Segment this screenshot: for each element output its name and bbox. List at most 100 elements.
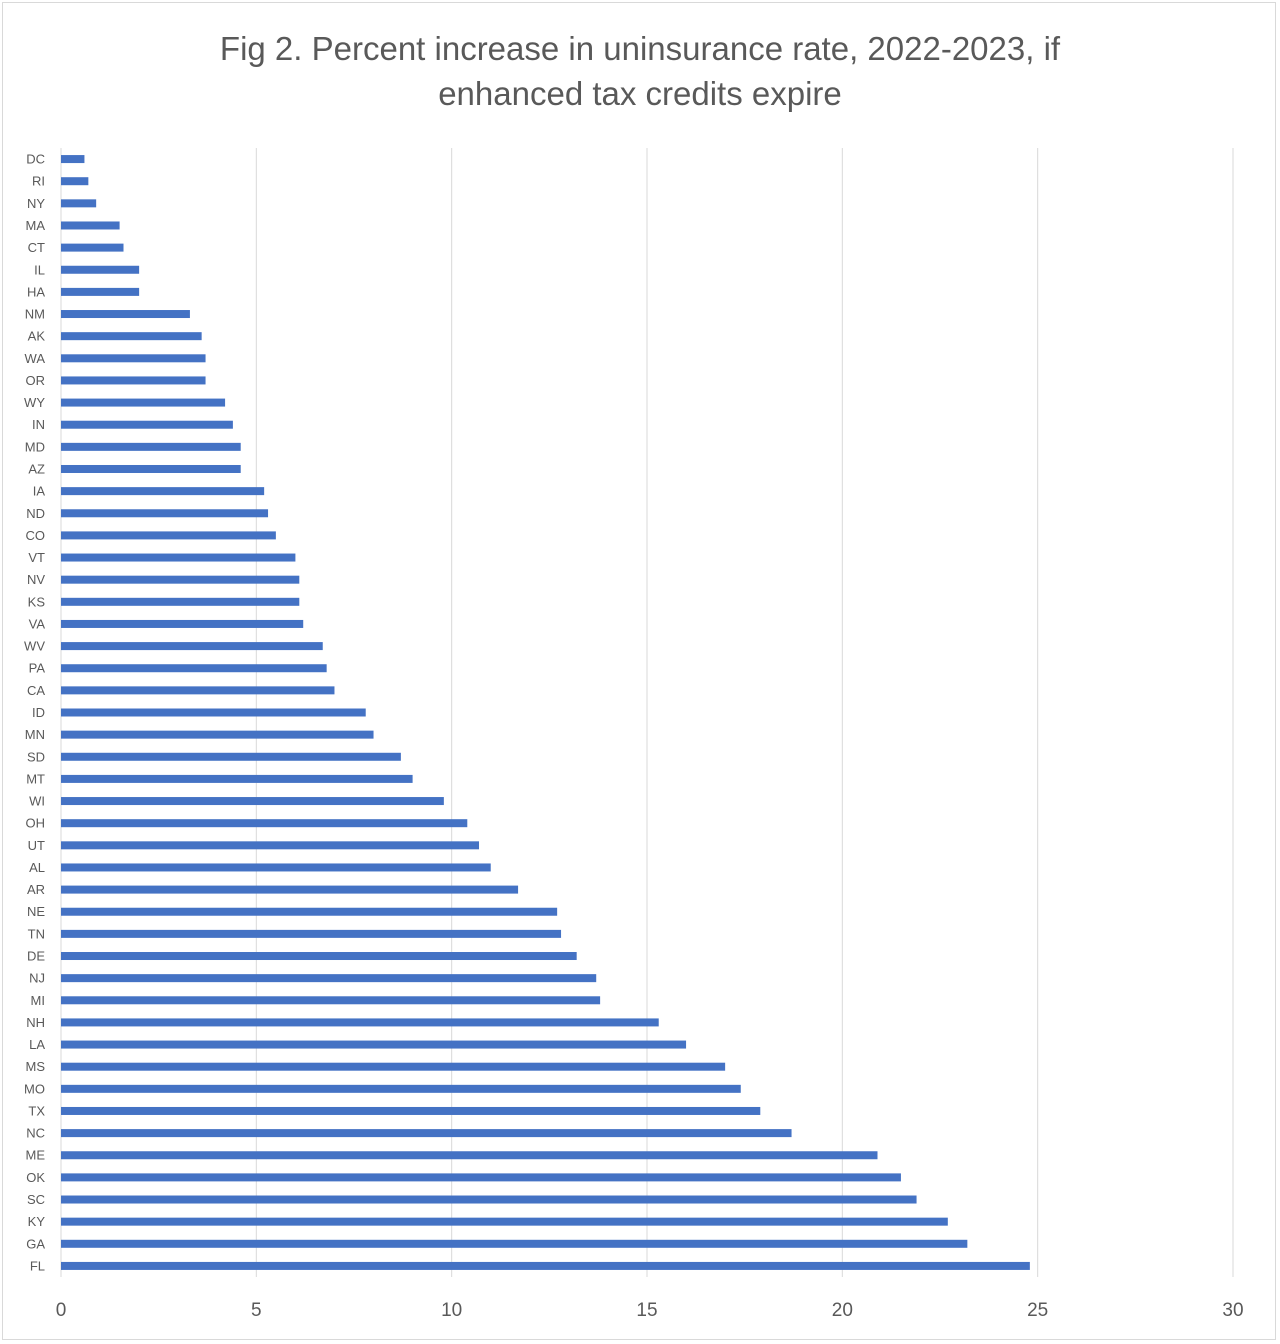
bars (61, 155, 1030, 1270)
category-label-ky: KY (28, 1214, 46, 1229)
chart-title: Fig 2. Percent increase in uninsurance r… (0, 26, 1280, 116)
chart-title-line-2: enhanced tax credits expire (438, 75, 842, 112)
bar-ct (61, 243, 124, 252)
category-label-ri: RI (32, 174, 45, 189)
category-label-sc: SC (27, 1192, 45, 1207)
bar-ak (61, 332, 202, 341)
chart-title-line-1: Fig 2. Percent increase in uninsurance r… (219, 30, 1061, 67)
bar-mi (61, 996, 601, 1005)
category-label-oh: OH (26, 816, 46, 831)
bar-ar (61, 885, 519, 894)
bar-mo (61, 1084, 741, 1093)
category-label-ga: GA (26, 1236, 45, 1251)
category-label-nm: NM (25, 307, 45, 322)
bar-ia (61, 487, 265, 496)
bar-ca (61, 686, 335, 695)
bar-co (61, 531, 276, 540)
category-label-or: OR (26, 373, 46, 388)
category-label-ut: UT (28, 838, 45, 853)
bar-sd (61, 752, 401, 761)
bar-in (61, 420, 233, 429)
category-label-dc: DC (26, 152, 45, 167)
bar-ms (61, 1062, 726, 1071)
category-label-ak: AK (28, 329, 46, 344)
category-label-ma: MA (26, 218, 46, 233)
category-label-ar: AR (27, 882, 45, 897)
bar-ha (61, 287, 140, 296)
bar-va (61, 619, 304, 628)
bar-ga (61, 1239, 968, 1248)
bar-wv (61, 642, 323, 651)
bar-or (61, 376, 206, 385)
bar-ky (61, 1217, 948, 1226)
category-label-mi: MI (31, 993, 45, 1008)
category-label-ms: MS (26, 1059, 46, 1074)
bar-vt (61, 553, 296, 562)
category-label-mn: MN (25, 727, 45, 742)
category-label-md: MD (25, 439, 45, 454)
category-label-sd: SD (27, 749, 45, 764)
bar-az (61, 464, 241, 473)
category-label-nd: ND (26, 506, 45, 521)
x-tick-label: 20 (832, 1300, 853, 1321)
category-label-vt: VT (28, 550, 45, 565)
category-label-ok: OK (26, 1170, 45, 1185)
bar-ut (61, 841, 480, 850)
bar-al (61, 863, 491, 872)
category-label-nv: NV (27, 572, 45, 587)
category-label-al: AL (29, 860, 45, 875)
bar-ny (61, 199, 97, 208)
category-label-tx: TX (28, 1103, 45, 1118)
category-labels: DC RI NY MA CT IL HA NM AK WA OR WY IN MD AZ IA ND CO VT NV… (24, 152, 45, 1274)
bar-fl (61, 1261, 1030, 1270)
bar-md (61, 442, 241, 451)
bar-wi (61, 797, 444, 806)
category-label-wi: WI (29, 794, 45, 809)
category-label-la: LA (29, 1037, 45, 1052)
bar-id (61, 708, 366, 717)
x-tick-labels: 0 5 10 15 20 25 30 (56, 1300, 1244, 1321)
bar-il (61, 265, 140, 274)
bar-nd (61, 509, 269, 518)
category-label-ny: NY (27, 196, 45, 211)
category-label-ne: NE (27, 904, 45, 919)
category-label-co: CO (26, 528, 46, 543)
x-tick-label: 30 (1222, 1300, 1243, 1321)
bar-ri (61, 177, 89, 186)
category-label-ks: KS (28, 594, 46, 609)
category-label-ct: CT (28, 240, 45, 255)
bar-nj (61, 974, 597, 983)
category-label-wv: WV (24, 639, 45, 654)
bar-de (61, 952, 577, 961)
x-tick-label: 0 (56, 1300, 67, 1321)
category-label-il: IL (34, 262, 45, 277)
bar-tx (61, 1106, 761, 1115)
bar-mn (61, 730, 374, 739)
category-label-va: VA (29, 616, 46, 631)
x-tick-label: 25 (1027, 1300, 1048, 1321)
bar-nv (61, 575, 300, 584)
x-tick-label: 10 (441, 1300, 462, 1321)
bar-nm (61, 310, 190, 319)
category-label-mt: MT (26, 771, 45, 786)
category-label-ca: CA (27, 683, 45, 698)
category-label-fl: FL (30, 1258, 45, 1273)
category-label-nc: NC (26, 1126, 45, 1141)
category-label-me: ME (26, 1148, 46, 1163)
bar-me (61, 1151, 878, 1160)
bar-tn (61, 929, 562, 938)
category-label-id: ID (32, 705, 45, 720)
category-label-mo: MO (24, 1081, 45, 1096)
bar-ok (61, 1173, 901, 1182)
category-label-ha: HA (27, 284, 45, 299)
category-label-in: IN (32, 417, 45, 432)
bar-wa (61, 354, 206, 363)
category-label-pa: PA (29, 661, 46, 676)
bar-pa (61, 664, 327, 673)
bar-nc (61, 1129, 792, 1138)
category-label-tn: TN (28, 926, 45, 941)
x-tick-label: 15 (636, 1300, 657, 1321)
category-label-de: DE (27, 949, 45, 964)
category-label-wy: WY (24, 395, 45, 410)
